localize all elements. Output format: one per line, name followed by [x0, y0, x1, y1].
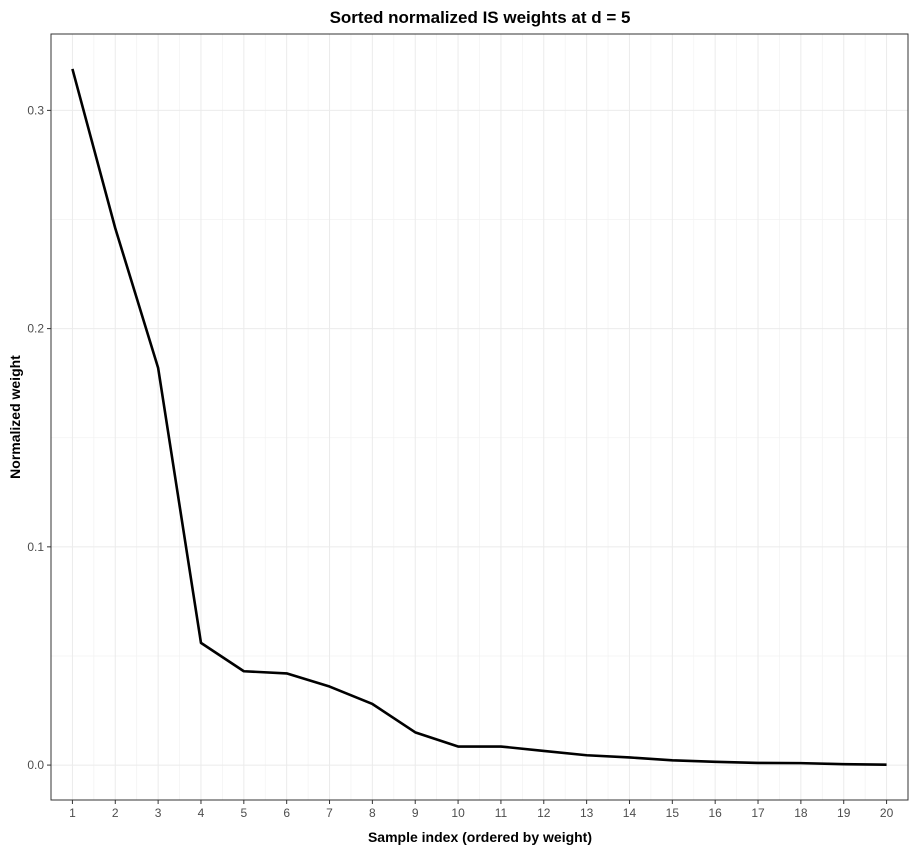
x-tick-label: 2: [112, 806, 119, 820]
x-tick-label: 17: [751, 806, 765, 820]
series-line: [71, 68, 887, 766]
x-tick-label: 18: [794, 806, 808, 820]
x-axis: 1 2 3 4 5 6 7 8 9 10 11 12 13 14 15 16 17 18 19 20: [69, 800, 894, 820]
grid: [51, 34, 908, 800]
x-tick-label: 3: [155, 806, 162, 820]
chart-title: Sorted normalized IS weights at d = 5: [330, 8, 631, 27]
y-tick-label: 0.0: [27, 758, 44, 772]
y-axis-title: Normalized weight: [7, 355, 23, 479]
y-tick-label: 0.3: [27, 103, 44, 117]
y-tick-label: 0.2: [27, 322, 44, 336]
x-tick-label: 9: [412, 806, 419, 820]
panel-border: [50, 33, 909, 801]
x-tick-label: 5: [240, 806, 247, 820]
x-tick-label: 6: [283, 806, 290, 820]
x-tick-label: 15: [666, 806, 680, 820]
x-tick-label: 13: [580, 806, 594, 820]
y-axis: 0.0 0.1 0.2 0.3: [27, 103, 51, 772]
x-tick-label: 11: [495, 806, 508, 820]
x-tick-label: 7: [326, 806, 333, 820]
x-tick-label: 12: [537, 806, 551, 820]
x-tick-label: 1: [69, 806, 76, 820]
x-tick-label: 14: [623, 806, 637, 820]
y-tick-label: 0.1: [27, 540, 44, 554]
x-tick-label: 19: [837, 806, 851, 820]
x-tick-label: 10: [451, 806, 465, 820]
x-tick-label: 8: [369, 806, 376, 820]
x-tick-label: 4: [198, 806, 205, 820]
x-axis-title: Sample index (ordered by weight): [368, 829, 592, 845]
x-tick-label: 20: [880, 806, 894, 820]
x-tick-label: 16: [708, 806, 722, 820]
